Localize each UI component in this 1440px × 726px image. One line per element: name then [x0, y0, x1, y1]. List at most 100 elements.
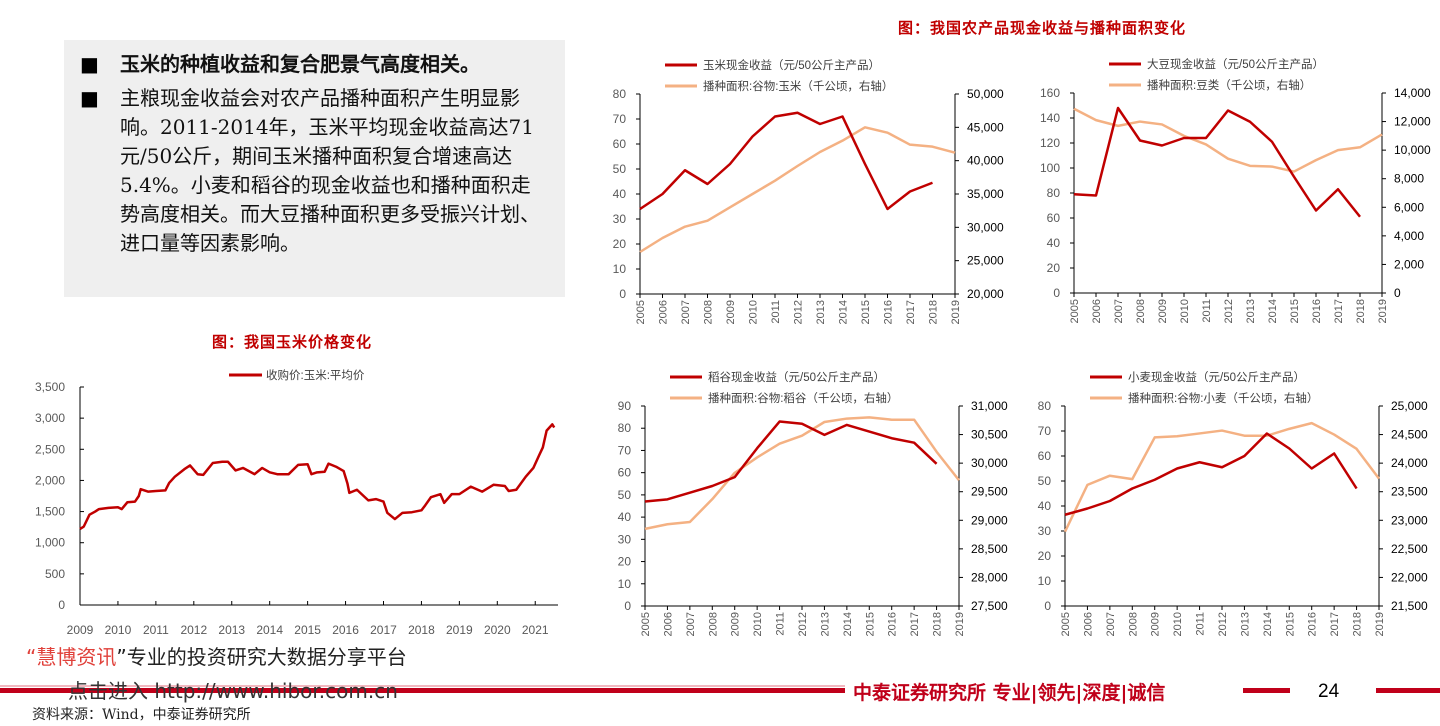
x-tick-label: 2013: [1245, 299, 1257, 323]
x-tick-label: 2012: [180, 623, 207, 637]
x-tick-label: 2011: [770, 300, 782, 324]
y2-tick-label: 28,000: [971, 570, 1008, 584]
y-tick-label: 50: [1038, 474, 1052, 488]
x-tick-label: 2015: [864, 612, 876, 636]
y-tick-label: 1,000: [35, 536, 65, 550]
y-tick-label: 50: [618, 488, 632, 502]
legend-label: 播种面积:谷物:小麦（千公顷，右轴）: [1128, 391, 1318, 405]
y-tick-label: 70: [618, 443, 632, 457]
area-line: [1063, 421, 1380, 533]
y-tick-label: 30: [618, 532, 632, 546]
x-tick-label: 2019: [954, 612, 966, 636]
watermark-link[interactable]: 点击进入 http://www.hibor.com.cn: [68, 679, 398, 703]
x-tick-label: 2010: [105, 623, 132, 637]
area-line: [639, 126, 956, 254]
y-tick-label: 100: [1040, 161, 1060, 175]
bullet-marker: ■: [80, 86, 99, 110]
y-tick-label: 3,000: [35, 411, 65, 425]
y-tick-label: 10: [613, 262, 627, 276]
x-tick-label: 2011: [775, 612, 787, 636]
y-tick-label: 30: [613, 212, 627, 226]
y-tick-label: 80: [613, 87, 627, 101]
price-line: [79, 423, 556, 531]
y-tick-label: 140: [1040, 111, 1060, 125]
y2-tick-label: 12,000: [1394, 115, 1431, 129]
y-tick-label: 40: [613, 187, 627, 201]
x-tick-label: 2014: [1267, 299, 1279, 323]
footer-rule: [0, 688, 845, 693]
x-tick-label: 2018: [1355, 299, 1367, 323]
watermark: “慧博资讯”专业的投资研究大数据分享平台: [26, 645, 407, 669]
area-line: [644, 416, 960, 531]
watermark-slogan: 专业的投资研究大数据分享平台: [126, 645, 407, 669]
x-tick-label: 2017: [370, 623, 397, 637]
x-tick-label: 2005: [1060, 612, 1072, 636]
y2-tick-label: 4,000: [1394, 229, 1424, 243]
y-tick-label: 2,500: [35, 442, 65, 456]
earnings-line: [644, 420, 938, 503]
legend-label: 播种面积:谷物:玉米（千公顷，右轴）: [703, 79, 893, 93]
x-tick-label: 2014: [842, 612, 854, 636]
y-tick-label: 0: [619, 287, 626, 301]
x-tick-label: 2019: [1374, 612, 1386, 636]
y2-tick-label: 22,000: [1391, 570, 1428, 584]
x-tick-label: 2014: [1262, 612, 1274, 636]
x-tick-label: 2017: [909, 612, 921, 636]
legend-label: 小麦现金收益（元/50公斤主产品）: [1128, 370, 1305, 384]
x-tick-label: 2013: [1239, 612, 1251, 636]
y-tick-label: 1,500: [35, 505, 65, 519]
earnings-line: [1073, 106, 1361, 218]
watermark-quote: “: [26, 645, 37, 669]
y-tick-label: 3,500: [35, 380, 65, 394]
x-tick-label: 2009: [1157, 299, 1169, 323]
y-tick-label: 40: [1038, 499, 1052, 513]
x-tick-label: 2020: [484, 623, 511, 637]
legend-label: 大豆现金收益（元/50公斤主产品）: [1147, 57, 1324, 71]
y-tick-label: 10: [618, 577, 632, 591]
y-tick-label: 20: [618, 555, 632, 569]
x-tick-label: 2007: [1113, 299, 1125, 323]
x-tick-label: 2006: [1082, 612, 1094, 636]
y2-tick-label: 28,500: [971, 542, 1008, 556]
x-tick-label: 2009: [67, 623, 94, 637]
earnings-line: [639, 111, 933, 211]
y2-tick-label: 45,000: [967, 120, 1004, 134]
y-tick-label: 120: [1040, 136, 1060, 150]
y2-tick-label: 30,500: [971, 428, 1008, 442]
x-tick-label: 2014: [256, 623, 283, 637]
y2-tick-label: 27,500: [971, 599, 1008, 613]
x-tick-label: 2008: [707, 612, 719, 636]
y2-tick-label: 24,500: [1391, 428, 1428, 442]
y2-tick-label: 31,000: [971, 399, 1008, 413]
x-tick-label: 2009: [730, 612, 742, 636]
y-tick-label: 30: [1038, 524, 1052, 538]
y-tick-label: 60: [618, 466, 632, 480]
x-tick-label: 2006: [658, 300, 670, 324]
x-tick-label: 2010: [1172, 612, 1184, 636]
legend-label: 玉米现金收益（元/50公斤主产品）: [703, 58, 880, 72]
x-tick-label: 2010: [1179, 299, 1191, 323]
bullet-body: 主粮现金收益会对农产品播种面积产生明显影响。2011-2014年，玉米平均现金收…: [120, 86, 540, 255]
y-tick-label: 90: [618, 399, 632, 413]
footer-rule: [1376, 688, 1440, 693]
y2-tick-label: 2,000: [1394, 257, 1424, 271]
y-tick-label: 20: [613, 237, 627, 251]
x-tick-label: 2016: [332, 623, 359, 637]
x-tick-label: 2005: [640, 612, 652, 636]
x-tick-label: 2017: [1333, 299, 1345, 323]
y2-tick-label: 8,000: [1394, 172, 1424, 186]
y2-tick-label: 10,000: [1394, 143, 1431, 157]
y2-tick-label: 6,000: [1394, 200, 1424, 214]
x-tick-label: 2019: [1377, 299, 1389, 323]
area-line: [1073, 107, 1383, 173]
y-tick-label: 60: [613, 137, 627, 151]
y2-tick-label: 21,500: [1391, 599, 1428, 613]
x-tick-label: 2018: [928, 300, 940, 324]
x-tick-label: 2017: [1329, 612, 1341, 636]
x-tick-label: 2013: [218, 623, 245, 637]
y-tick-label: 10: [1038, 574, 1052, 588]
y-tick-label: 0: [58, 598, 65, 612]
x-tick-label: 2016: [887, 612, 899, 636]
earnings-line: [1064, 432, 1358, 516]
